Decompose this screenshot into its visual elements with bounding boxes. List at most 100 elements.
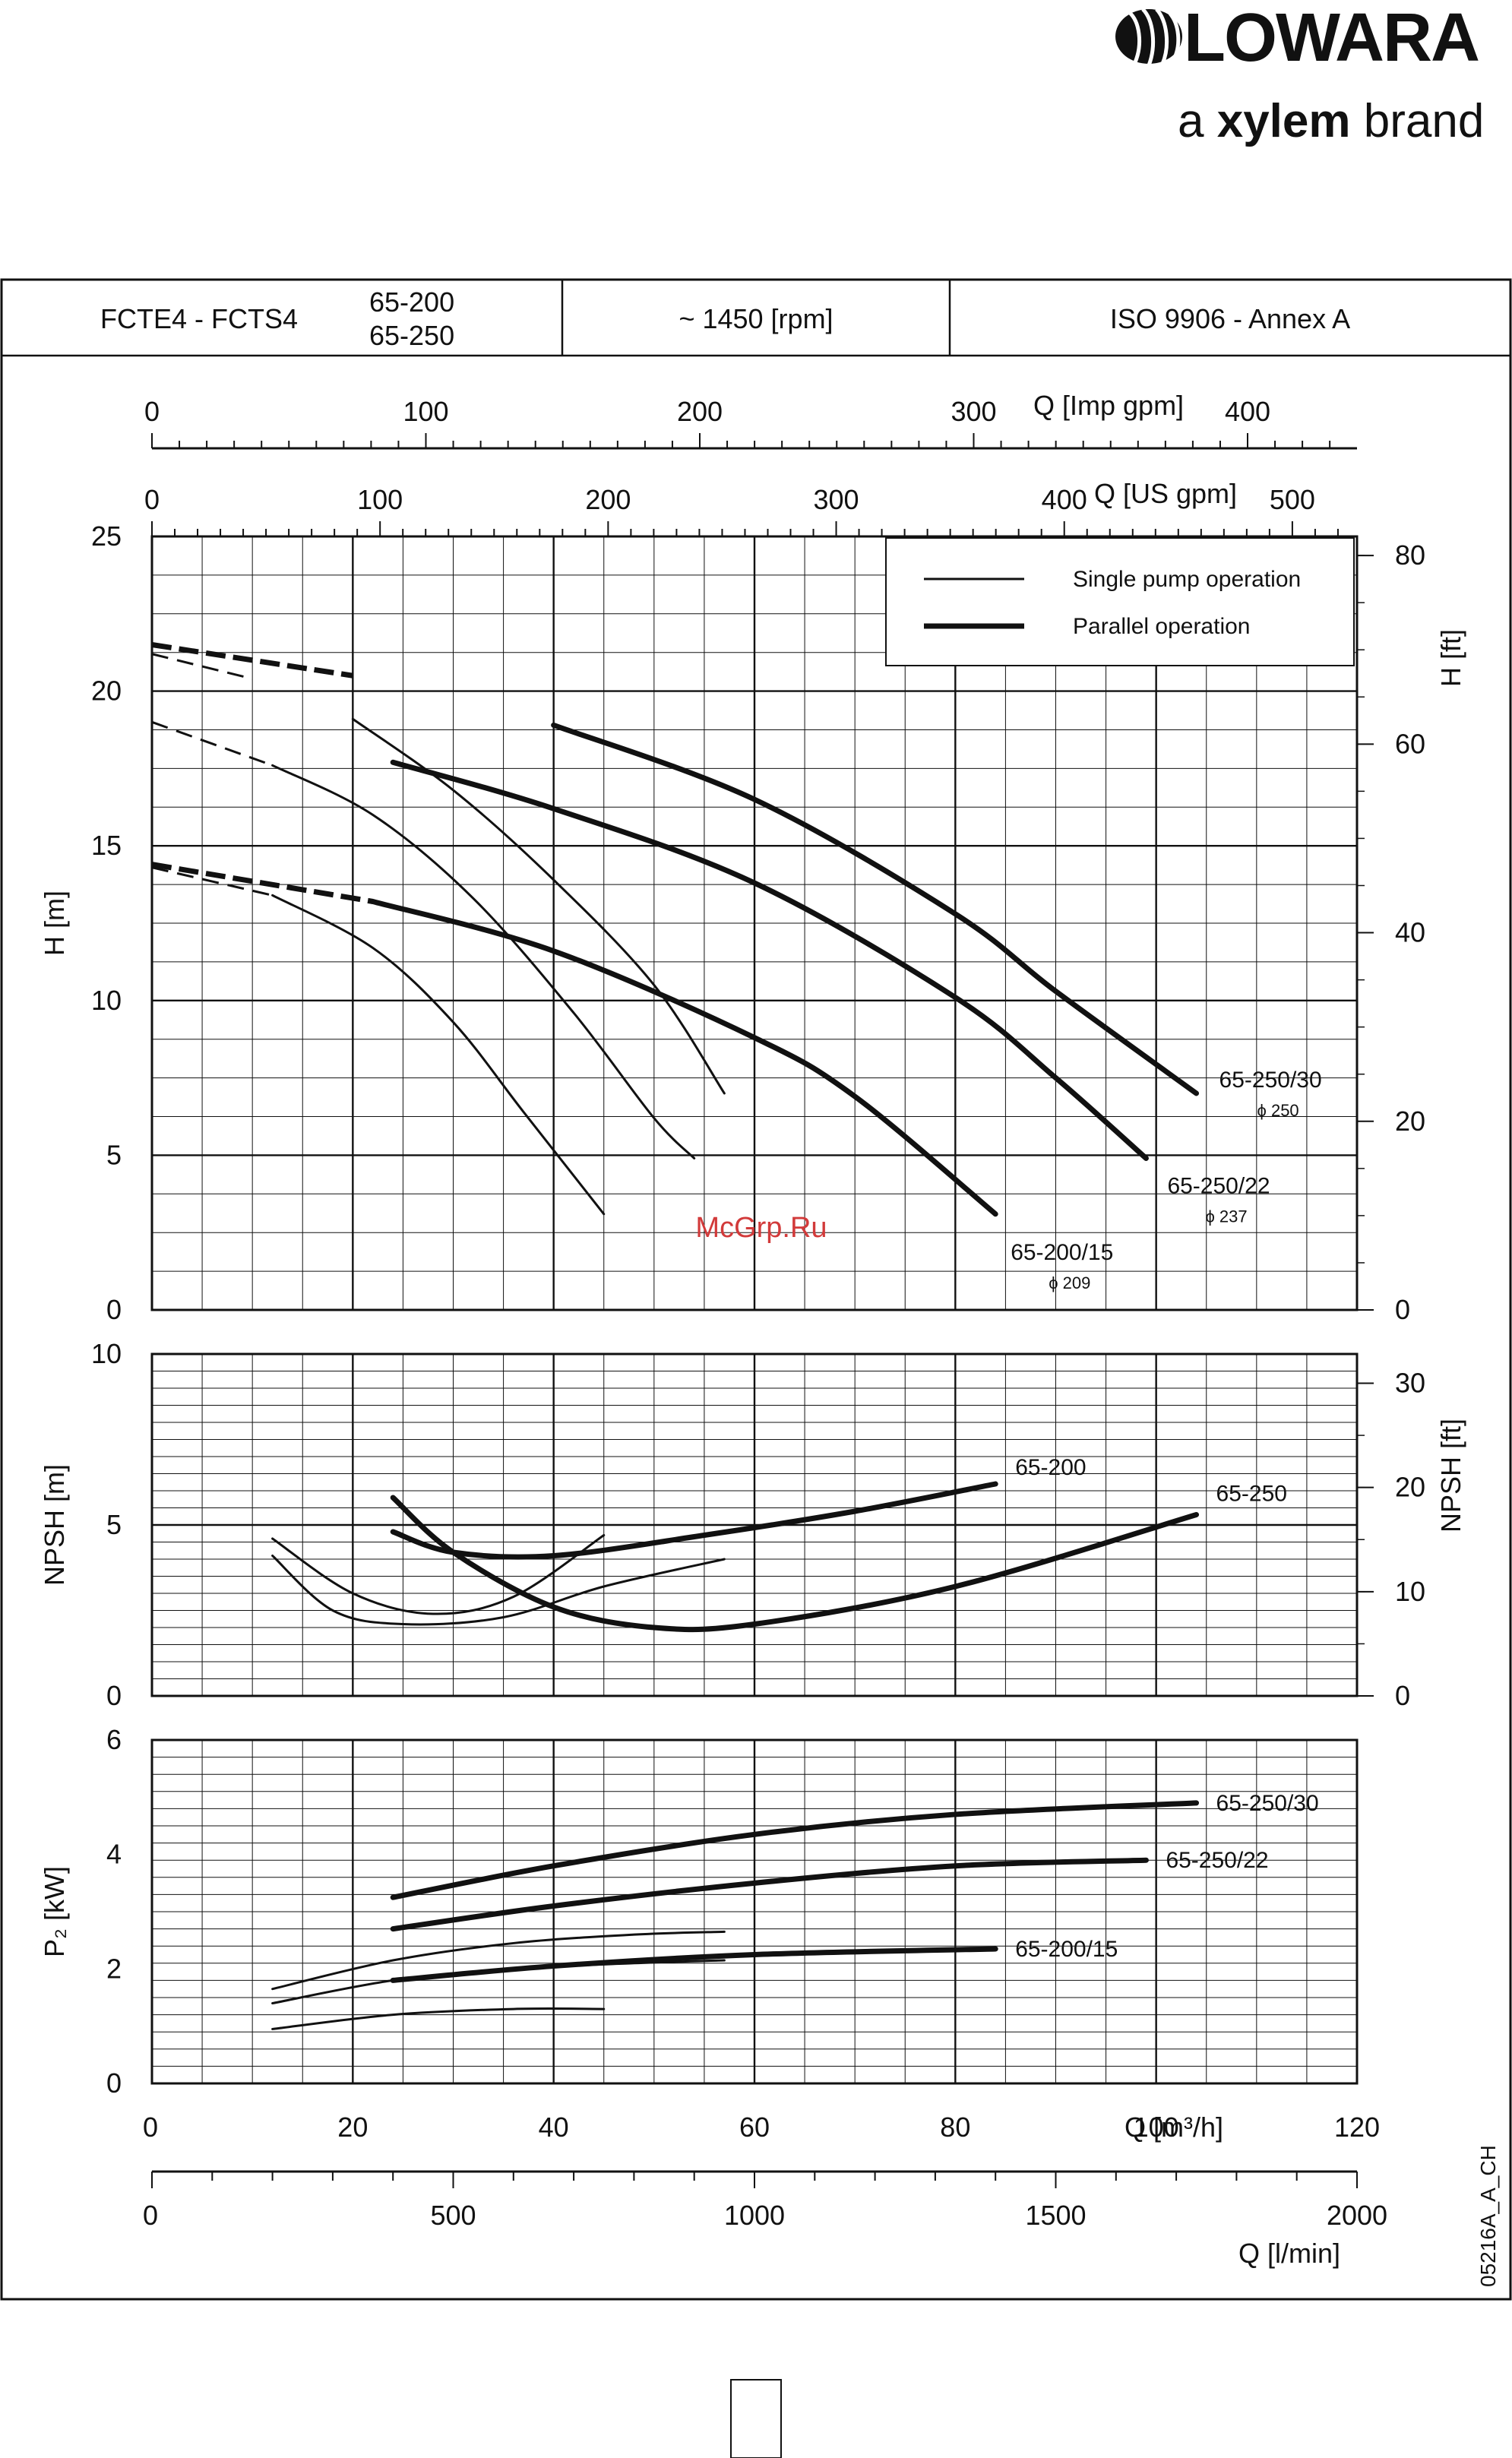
y-right-axis-label: NPSH [ft] <box>1435 1419 1466 1533</box>
y-tick-label: 20 <box>91 675 122 707</box>
curve-parallel-65-200-15 <box>390 1946 998 1983</box>
x-tick-label: 60 <box>739 2112 770 2143</box>
curve-label: 65-200/15 <box>1011 1240 1113 1265</box>
curve-single-65-200 <box>271 1534 606 1615</box>
legend-box <box>885 537 1355 666</box>
curve-single-65-200-15 <box>271 2007 606 2030</box>
curve-diameter-label: ϕ 237 <box>1205 1207 1247 1226</box>
x-tick-label: 80 <box>940 2112 970 2143</box>
curve-single-65-250-22-dashed <box>151 720 274 767</box>
header-speed: ~ 1450 [rpm] <box>679 303 833 334</box>
header-model-2: 65-250 <box>369 320 454 351</box>
brand-name: LOWARA <box>1184 0 1479 76</box>
curve-parallel-65-200-15-dashed <box>151 862 374 904</box>
header-standard: ISO 9906 - Annex A <box>1110 303 1350 334</box>
y-tick-label: 6 <box>106 1724 122 1755</box>
curve-label: 65-250/30 <box>1219 1068 1322 1093</box>
top-axis-tick-label: 200 <box>585 484 631 515</box>
header-series: FCTE4 - FCTS4 <box>100 303 298 334</box>
top-axis-tick-label: 200 <box>677 396 723 427</box>
y-tick-label: 0 <box>106 1294 122 1325</box>
lowara-logo: LOWARA a xylem brand <box>1109 0 1512 160</box>
curve-parallel-65-250-30 <box>551 722 1200 1096</box>
x-tick-label: 120 <box>1334 2112 1380 2143</box>
y-right-tick-label: 10 <box>1395 1576 1425 1607</box>
curve-single-65-250-30-dashed <box>151 653 253 680</box>
document-code: 05216A_A_CH <box>1476 2145 1500 2287</box>
curve-single-65-250-30 <box>271 1930 726 1991</box>
bottom-axis-tick-label: 0 <box>143 2200 158 2231</box>
y-tick-label: 5 <box>106 1509 122 1540</box>
panel-frame <box>150 1738 1359 2085</box>
power-panel: 0 2 4 6 P₂ [kW] 65-250/30 65-250/22 65-200/15 0 2… <box>39 1724 1380 2143</box>
head-panel: 0 5 10 15 20 25 0 20 40 60 80 H [m] H [ft] 65-250/30 ϕ… <box>39 520 1466 1325</box>
top-axis-tick-label: 300 <box>814 484 859 515</box>
y-right-tick-label: 20 <box>1395 1472 1425 1503</box>
y-axis-label: H [m] <box>39 891 70 956</box>
y-axis-label: NPSH [m] <box>39 1464 70 1586</box>
top-axis-label: Q [Imp gpm] <box>1033 390 1184 421</box>
legend-parallel-label: Parallel operation <box>1073 614 1250 639</box>
top-axis-tick-label: 100 <box>403 396 448 427</box>
y-right-tick-label: 0 <box>1395 1294 1410 1325</box>
curve-single-65-200-15 <box>271 894 606 1216</box>
curve-single-65-250-30 <box>351 717 726 1095</box>
y-right-tick-label: 20 <box>1395 1106 1425 1137</box>
npsh-panel: 0 5 10 0 10 20 30 NPSH [m] NPSH [ft] 65-200 65-250 <box>39 1338 1466 1711</box>
y-right-tick-label: 40 <box>1395 917 1425 948</box>
curve-parallel-65-250 <box>390 1495 1200 1633</box>
y-tick-label: 0 <box>106 2067 122 2099</box>
bottom-axis-label: Q [l/min] <box>1238 2238 1340 2269</box>
curve-diameter-label: ϕ 250 <box>1257 1101 1299 1120</box>
top-axis-tick-label: 400 <box>1225 396 1270 427</box>
curve-single-65-250 <box>271 1555 726 1626</box>
curve-label: 65-250 <box>1216 1482 1287 1507</box>
curve-label: 65-250/22 <box>1166 1848 1268 1873</box>
curve-parallel-65-250-22 <box>390 1857 1149 1932</box>
y-tick-label: 4 <box>106 1839 122 1870</box>
curve-single-65-250-22 <box>271 1959 726 2005</box>
curve-label: 65-200 <box>1015 1455 1086 1480</box>
top-axis-tick-label: 0 <box>144 396 160 427</box>
top-axis-tick-label: 500 <box>1270 484 1315 515</box>
y-tick-label: 10 <box>91 1338 122 1369</box>
panel-frame <box>150 535 1359 1311</box>
x-tick-label: 100 <box>1134 2112 1179 2143</box>
top-axis-tick-label: 300 <box>951 396 996 427</box>
top-axis-tick-label: 100 <box>357 484 403 515</box>
x-tick-label: 20 <box>337 2112 368 2143</box>
bottom-axis-tick-label: 1500 <box>1025 2200 1086 2231</box>
y-right-tick-label: 60 <box>1395 728 1425 759</box>
bottom-axis-tick-label: 500 <box>430 2200 476 2231</box>
curve-parallel-65-200-15 <box>370 899 998 1217</box>
curve-label: 65-250/30 <box>1216 1791 1319 1816</box>
bottom-axis-tick-label: 2000 <box>1327 2200 1387 2231</box>
bottom-axis-tick-label: 1000 <box>724 2200 785 2231</box>
legend-single-label: Single pump operation <box>1073 567 1301 592</box>
curve-label: 65-200/15 <box>1015 1937 1118 1962</box>
y-tick-label: 0 <box>106 1680 122 1711</box>
chart-frame <box>0 278 1512 2301</box>
legend: Single pump operation Parallel operation <box>885 537 1355 666</box>
brand-tagline: a xylem brand <box>1178 95 1484 147</box>
y-right-axis-label: H [ft] <box>1435 629 1466 687</box>
curve-diameter-label: ϕ 209 <box>1049 1273 1090 1292</box>
y-tick-label: 2 <box>106 1953 122 1984</box>
watermark: McGrp.Ru <box>695 1212 827 1244</box>
swirl-icon <box>1115 8 1182 66</box>
header-model-1: 65-200 <box>369 286 454 318</box>
bottom-axes: 0 500 1000 1500 2000 Q [l/min] <box>143 2170 1387 2269</box>
y-tick-label: 25 <box>91 520 122 552</box>
top-axes: 0 100 200 300 400 Q [Imp gpm] 0 100 200 300 400 500… <box>144 390 1357 538</box>
x-tick-label: 0 <box>143 2112 158 2143</box>
curve-parallel-65-250-22 <box>390 759 1149 1161</box>
top-axis-tick-label: 400 <box>1042 484 1087 515</box>
x-axis-label: Q [m³/h] <box>1125 2112 1223 2143</box>
y-axis-label: P₂ [kW] <box>39 1866 70 1957</box>
curve-label: 65-250/22 <box>1167 1173 1270 1198</box>
panel-frame <box>150 1352 1359 1697</box>
y-tick-label: 10 <box>91 985 122 1016</box>
x-tick-label: 40 <box>539 2112 569 2143</box>
top-axis-label: Q [US gpm] <box>1094 478 1237 509</box>
